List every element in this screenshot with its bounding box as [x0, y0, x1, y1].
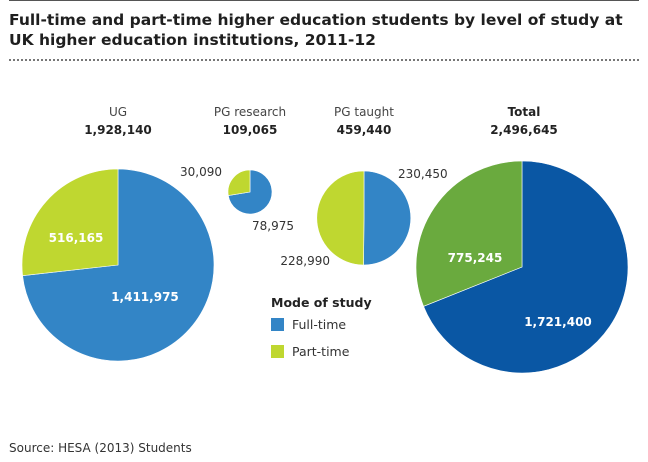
pie-total-slice-part-time	[415, 160, 523, 307]
legend-title: Mode of study	[271, 295, 372, 310]
chart-title: Full-time and part-time higher education…	[9, 11, 623, 49]
pie-total-label-part-time: 775,245	[448, 251, 503, 265]
legend-swatch-full-time	[271, 318, 284, 331]
pie-pgt-label-full-time: 230,450	[398, 167, 448, 181]
pie-ug-slice-part-time	[21, 168, 119, 276]
pie-pgt-slice-full-time	[363, 170, 412, 266]
pie-total-slice-full-time	[423, 160, 629, 374]
pie-pgt-total: 459,440	[337, 123, 392, 137]
title-divider	[9, 59, 639, 61]
pie-ug-label-full-time: 1,411,975	[111, 290, 179, 304]
pie-ug-total: 1,928,140	[84, 123, 152, 137]
pie-total-label-full-time: 1,721,400	[524, 315, 592, 329]
chart-header: Full-time and part-time higher education…	[9, 0, 639, 61]
legend-swatch-part-time	[271, 345, 284, 358]
pie-pgr-label-full-time: 78,975	[252, 219, 294, 233]
pie-pgt-slice-part-time	[316, 170, 365, 266]
pie-pgt-label-part-time: 228,990	[280, 254, 330, 268]
pie-ug-name: UG	[109, 105, 127, 119]
pie-pgt-name: PG taught	[334, 105, 394, 119]
pie-ug-label-part-time: 516,165	[49, 231, 104, 245]
pie-pgr-name: PG research	[214, 105, 286, 119]
pie-total-total: 2,496,645	[490, 123, 558, 137]
pie-pgr-total: 109,065	[223, 123, 278, 137]
legend-label-full-time: Full-time	[292, 317, 346, 332]
pie-pgr-label-part-time: 30,090	[180, 165, 222, 179]
pie-total-name: Total	[508, 105, 541, 119]
legend-label-part-time: Part-time	[292, 344, 350, 359]
pie-pgr-slice-part-time	[227, 169, 251, 196]
source-note: Source: HESA (2013) Students	[9, 441, 192, 455]
